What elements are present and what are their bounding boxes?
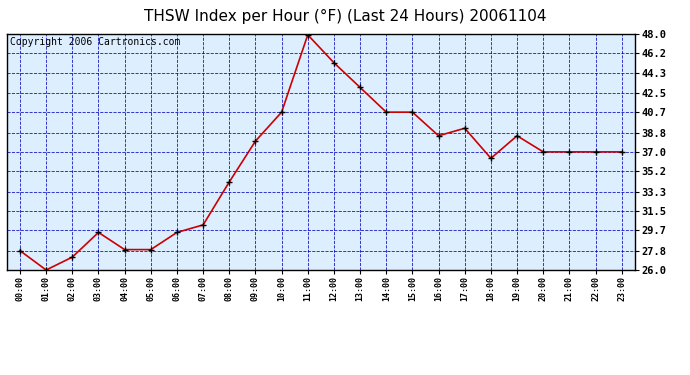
Text: THSW Index per Hour (°F) (Last 24 Hours) 20061104: THSW Index per Hour (°F) (Last 24 Hours)…: [144, 9, 546, 24]
Text: Copyright 2006 Cartronics.com: Copyright 2006 Cartronics.com: [10, 37, 180, 47]
